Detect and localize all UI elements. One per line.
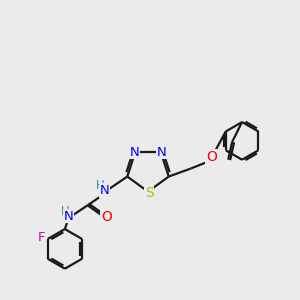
Text: N: N: [129, 146, 139, 159]
Text: F: F: [38, 232, 46, 244]
Text: S: S: [145, 186, 153, 200]
Text: O: O: [101, 210, 112, 224]
Text: O: O: [206, 150, 217, 164]
Text: H: H: [61, 205, 69, 218]
Text: N: N: [100, 184, 110, 197]
Text: N: N: [64, 210, 74, 223]
Text: N: N: [157, 146, 167, 159]
Text: H: H: [96, 179, 105, 192]
